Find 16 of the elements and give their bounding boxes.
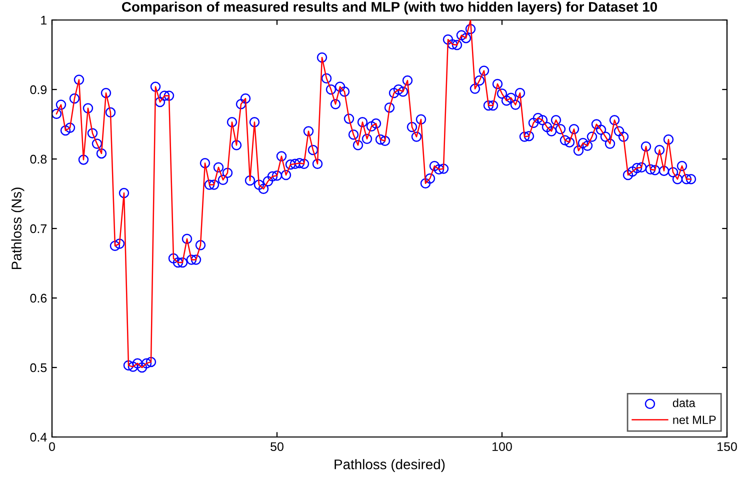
y-tick-label: 0.4 <box>30 432 47 442</box>
legend-label: net MLP <box>673 416 716 424</box>
y-tick-label: 0.8 <box>30 154 47 164</box>
y-tick-label: 0.7 <box>30 224 47 234</box>
x-axis-title: Pathloss (desired) <box>334 459 445 472</box>
chart-title: Comparison of measured results and MLP (with two hidden layers) for Dataset 10 <box>122 2 658 15</box>
x-tick-label: 50 <box>270 442 284 452</box>
y-tick-label: 0.9 <box>30 85 47 94</box>
y-tick-label: 0.5 <box>30 363 47 372</box>
x-tick-label: 0 <box>49 442 55 452</box>
x-tick-label: 100 <box>492 442 512 452</box>
y-axis-title: Pathloss (Ns) <box>11 188 24 270</box>
x-tick-label: 150 <box>718 442 737 452</box>
y-tick-label: 0.6 <box>30 294 47 303</box>
y-tick-label: 1 <box>41 16 47 25</box>
legend-label: data <box>672 398 696 408</box>
